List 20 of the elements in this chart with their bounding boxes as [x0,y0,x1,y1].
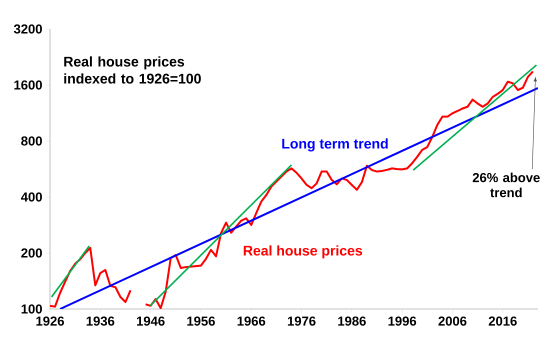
y-tick-label: 3200 [14,24,42,34]
y-tick-label: 100 [22,304,42,314]
x-tick-label: 1986 [338,316,366,326]
x-tick-label: 1926 [36,316,64,326]
y-tick-label: 1600 [14,80,42,90]
x-tick-label: 1946 [136,316,165,326]
x-tick-label: 1976 [288,316,316,326]
x-tick-label: 1966 [238,316,266,326]
y-tick-label: 200 [21,248,42,258]
y-tick-label: 800 [21,136,42,146]
x-tick-label: 2016 [488,316,517,326]
x-tick-label: 1936 [86,316,114,326]
x-tick-label: 2006 [438,316,466,326]
y-tick-label: 400 [20,192,42,202]
series-label: Real house prices [244,245,362,258]
series-label: Long term trend [282,138,388,152]
x-tick-label: 1996 [388,316,416,326]
annotation: 26% above trend [472,172,540,198]
x-tick-label: 1956 [187,316,215,326]
annotation: Real house prices indexed to 1926=100 [64,56,201,84]
